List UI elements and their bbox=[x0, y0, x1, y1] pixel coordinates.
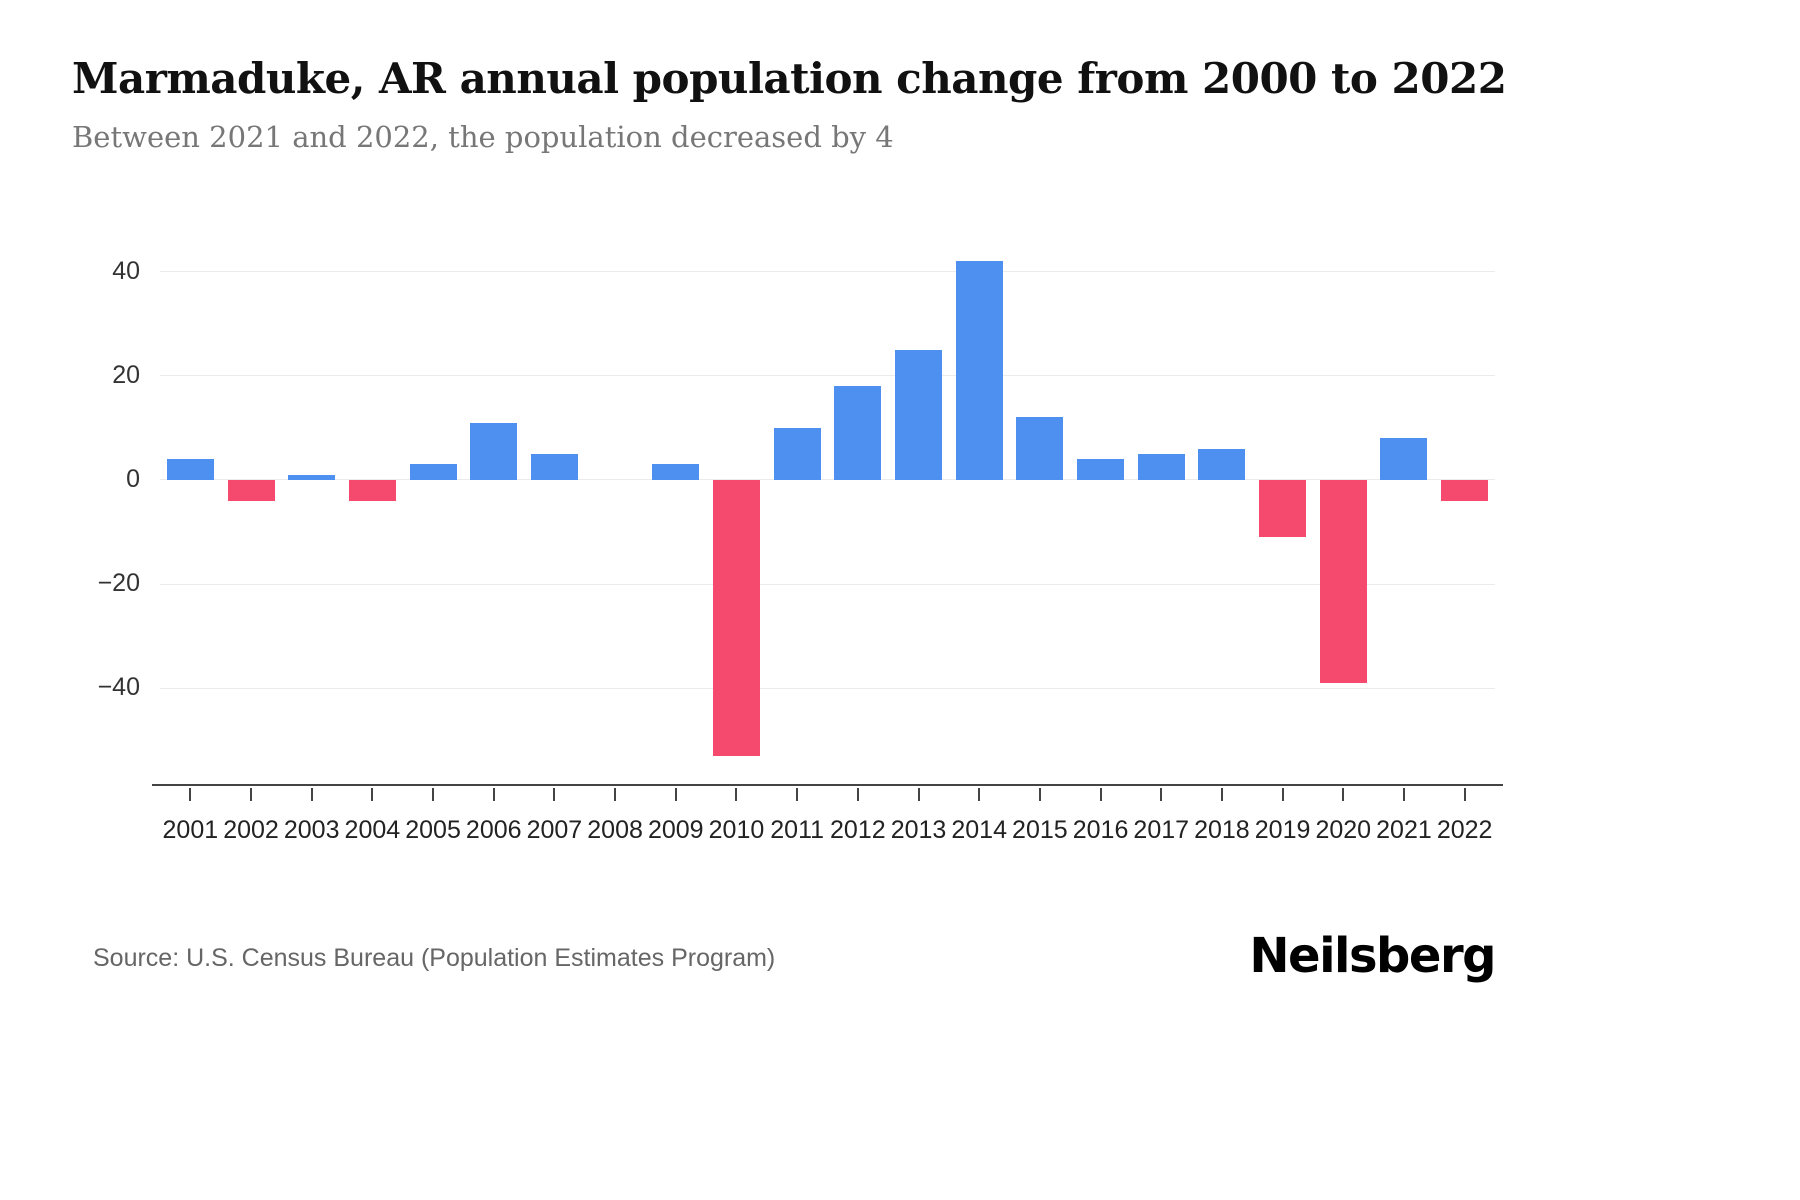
x-tick-label-2018: 2018 bbox=[1194, 816, 1250, 844]
bar-2004[interactable] bbox=[348, 479, 396, 501]
bar-2012[interactable] bbox=[834, 386, 882, 480]
bar-2001[interactable] bbox=[166, 459, 214, 480]
gridline-40 bbox=[160, 271, 1495, 273]
y-tick-label-0: 0 bbox=[126, 464, 140, 493]
x-tick-2013 bbox=[917, 788, 920, 801]
x-tick-label-2004: 2004 bbox=[344, 816, 401, 844]
bar-2007[interactable] bbox=[530, 453, 578, 480]
x-tick-2019 bbox=[1281, 788, 1284, 801]
x-tick-2006 bbox=[492, 788, 495, 801]
gridline-0 bbox=[160, 479, 1495, 481]
x-tick-label-2019: 2019 bbox=[1254, 816, 1311, 844]
x-tick-label-2011: 2011 bbox=[770, 816, 825, 844]
gridline--40 bbox=[160, 687, 1495, 689]
x-tick-2008 bbox=[614, 788, 617, 801]
y-tick-label--40: −40 bbox=[97, 673, 140, 702]
x-tick-2004 bbox=[371, 788, 374, 801]
plot-area: 40 20 0 −20 −40 2001 2002 2003 2004 2005 2006 2007 2… bbox=[98, 230, 1503, 844]
y-tick-label--20: −20 bbox=[97, 569, 140, 598]
x-tick-label-2014: 2014 bbox=[951, 816, 1007, 844]
bar-2022[interactable] bbox=[1441, 479, 1489, 501]
x-tick-2018 bbox=[1220, 788, 1223, 801]
bar-2003[interactable] bbox=[288, 474, 336, 480]
x-tick-label-2012: 2012 bbox=[830, 816, 886, 844]
x-tick-label-2006: 2006 bbox=[465, 816, 522, 844]
x-tick-2002 bbox=[250, 788, 253, 801]
x-tick-label-2013: 2013 bbox=[890, 816, 947, 844]
x-tick-2011 bbox=[796, 788, 799, 801]
x-tick-2015 bbox=[1038, 788, 1041, 801]
bar-2005[interactable] bbox=[409, 464, 457, 480]
bar-2014[interactable] bbox=[955, 261, 1003, 480]
x-tick-2020 bbox=[1342, 788, 1345, 801]
bar-2002[interactable] bbox=[227, 479, 275, 501]
x-tick-label-2008: 2008 bbox=[587, 816, 643, 844]
gridline-20 bbox=[160, 375, 1495, 377]
bar-2021[interactable] bbox=[1380, 438, 1428, 480]
bar-2006[interactable] bbox=[470, 422, 518, 480]
x-tick-2021 bbox=[1402, 788, 1405, 801]
x-tick-label-2003: 2003 bbox=[283, 816, 340, 844]
bar-2018[interactable] bbox=[1198, 448, 1246, 480]
x-tick-label-2010: 2010 bbox=[708, 816, 765, 844]
x-tick-label-2009: 2009 bbox=[647, 816, 704, 844]
neilsberg-logo: Neilsberg bbox=[1249, 928, 1496, 984]
y-tick-label-40: 40 bbox=[112, 256, 140, 285]
bar-2013[interactable] bbox=[895, 349, 943, 480]
x-tick-2017 bbox=[1160, 788, 1163, 801]
bar-2016[interactable] bbox=[1077, 459, 1125, 480]
gridline--20 bbox=[160, 583, 1495, 585]
x-tick-label-2015: 2015 bbox=[1012, 816, 1068, 844]
bar-2009[interactable] bbox=[652, 464, 700, 480]
x-tick-label-2017: 2017 bbox=[1133, 816, 1190, 844]
x-axis-line bbox=[152, 784, 1503, 786]
x-tick-label-2016: 2016 bbox=[1072, 816, 1129, 844]
x-tick-2012 bbox=[856, 788, 859, 801]
bar-2011[interactable] bbox=[773, 427, 821, 480]
x-tick-2005 bbox=[432, 788, 435, 801]
x-tick-2007 bbox=[553, 788, 556, 801]
bar-2015[interactable] bbox=[1016, 417, 1064, 480]
bar-2017[interactable] bbox=[1137, 453, 1185, 480]
x-tick-label-2005: 2005 bbox=[405, 816, 461, 844]
x-tick-2016 bbox=[1099, 788, 1102, 801]
x-tick-2010 bbox=[735, 788, 738, 801]
x-tick-label-2002: 2002 bbox=[223, 816, 279, 844]
x-tick-2009 bbox=[674, 788, 677, 801]
bar-2010[interactable] bbox=[712, 479, 760, 756]
y-tick-label-20: 20 bbox=[112, 360, 140, 389]
x-tick-label-2021: 2021 bbox=[1376, 816, 1432, 844]
x-tick-label-2007: 2007 bbox=[526, 816, 583, 844]
x-tick-label-2022: 2022 bbox=[1436, 816, 1493, 844]
chart-subtitle: Between 2021 and 2022, the population de… bbox=[72, 120, 894, 154]
x-tick-2022 bbox=[1463, 788, 1466, 801]
bar-2019[interactable] bbox=[1259, 479, 1307, 538]
chart-title: Marmaduke, AR annual population change f… bbox=[72, 54, 1507, 103]
source-attribution: Source: U.S. Census Bureau (Population E… bbox=[93, 944, 776, 972]
x-tick-2014 bbox=[978, 788, 981, 801]
x-tick-label-2001: 2001 bbox=[162, 816, 219, 844]
x-tick-2001 bbox=[189, 788, 192, 801]
x-tick-2003 bbox=[310, 788, 313, 801]
bar-2020[interactable] bbox=[1319, 479, 1367, 684]
x-tick-label-2020: 2020 bbox=[1315, 816, 1372, 844]
